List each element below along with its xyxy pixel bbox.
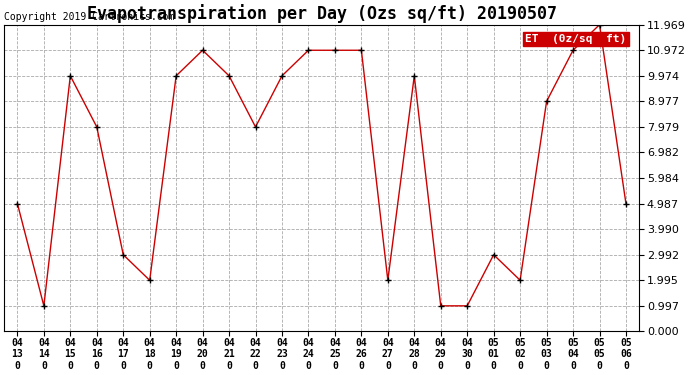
Title: Evapotranspiration per Day (Ozs sq/ft) 20190507: Evapotranspiration per Day (Ozs sq/ft) 2…	[87, 4, 557, 23]
Text: Copyright 2019 Cartronics.com: Copyright 2019 Cartronics.com	[4, 12, 175, 22]
Text: ET  (0z/sq  ft): ET (0z/sq ft)	[525, 34, 627, 44]
